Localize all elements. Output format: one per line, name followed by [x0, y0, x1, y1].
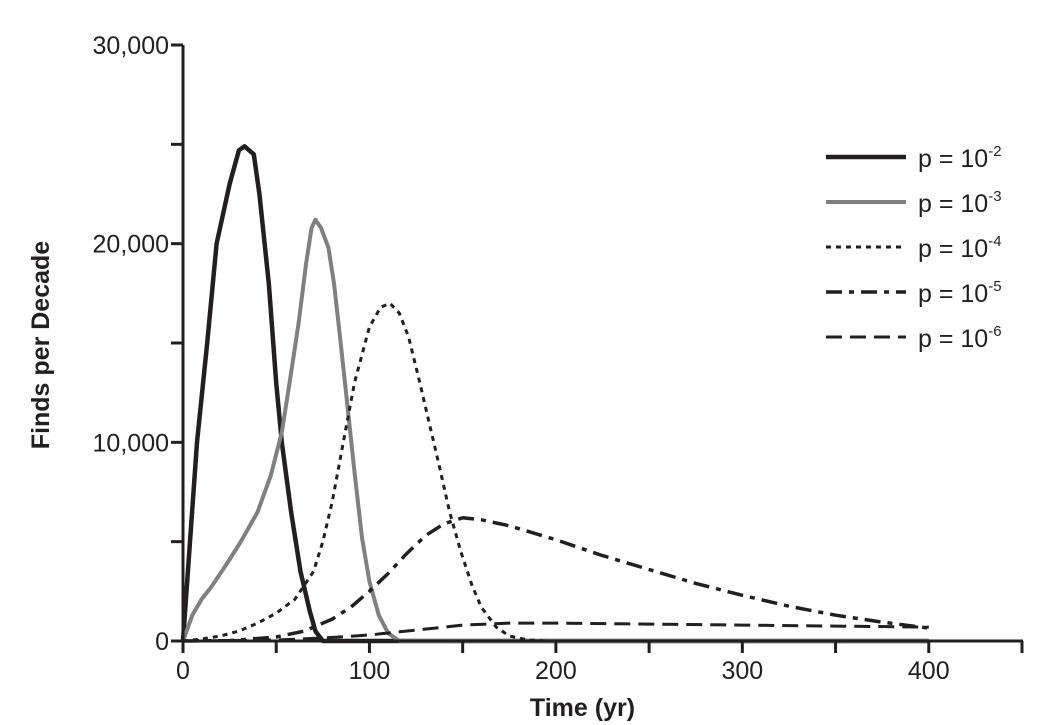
legend-label-3: p = 10-4 — [918, 233, 1002, 263]
y-tick-label: 0 — [155, 628, 169, 656]
legend-label-text: p = 10 — [918, 145, 988, 173]
legend-label-4: p = 10-5 — [918, 278, 1002, 308]
legend-label-text: p = 10 — [918, 280, 988, 308]
y-axis-label: Finds per Decade — [27, 241, 55, 449]
legend-label-exponent: -2 — [988, 143, 1001, 160]
series-line-4 — [182, 516, 930, 643]
legend-label-exponent: -3 — [988, 188, 1001, 205]
legend-label-exponent: -5 — [988, 278, 1001, 295]
x-axis-label: Time (yr) — [530, 694, 635, 722]
x-tick-label: 200 — [535, 657, 577, 685]
series-line-2 — [181, 217, 929, 643]
legend-label-2: p = 10-3 — [918, 188, 1002, 218]
x-tick-label: 100 — [349, 657, 391, 685]
legend-label-text: p = 10 — [918, 325, 988, 353]
series-line-5 — [182, 621, 929, 643]
legend-label-text: p = 10 — [918, 190, 988, 218]
series-line-1 — [180, 144, 929, 644]
x-tick-label: 0 — [176, 657, 190, 685]
legend-label-1: p = 10-2 — [918, 143, 1002, 173]
series-line-3 — [182, 301, 929, 643]
y-tick-label: 30,000 — [93, 32, 169, 60]
x-tick-label: 400 — [908, 657, 950, 685]
x-tick-label: 300 — [721, 657, 763, 685]
legend-label-exponent: -6 — [988, 323, 1001, 340]
legend-label-exponent: -4 — [988, 233, 1001, 250]
y-tick-label: 20,000 — [93, 231, 169, 259]
legend-label-5: p = 10-6 — [918, 323, 1002, 353]
y-tick-label: 10,000 — [93, 429, 169, 457]
legend-label-text: p = 10 — [918, 235, 988, 263]
